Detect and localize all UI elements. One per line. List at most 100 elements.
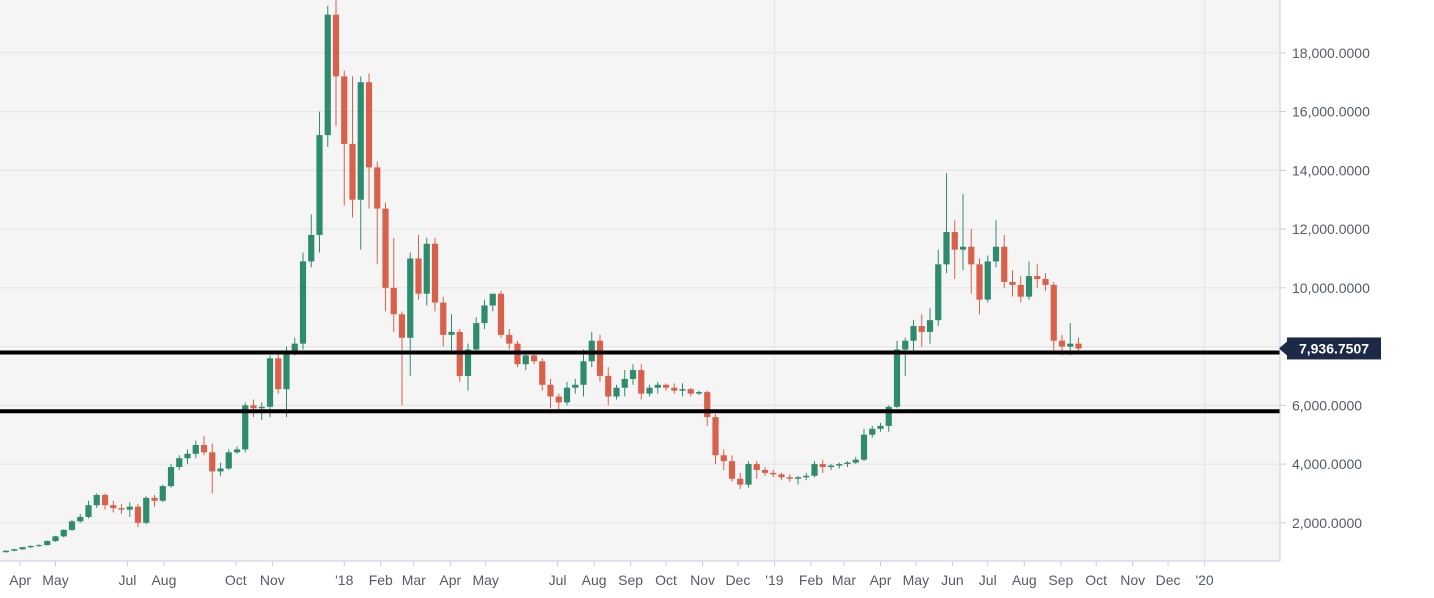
candle: [497, 290, 505, 338]
candle: [2, 550, 10, 553]
candle: [968, 229, 975, 294]
candle: [341, 70, 348, 206]
candle: [308, 214, 315, 268]
candle: [1067, 323, 1074, 356]
candle: [481, 299, 488, 329]
candle: [860, 428, 868, 462]
candle-body: [159, 486, 166, 501]
candle-body: [811, 464, 818, 476]
candle-body: [910, 326, 917, 341]
candle-body: [959, 246, 967, 250]
x-tick-label: May: [42, 572, 68, 588]
x-tick-label: '18: [335, 572, 353, 588]
candle-body: [885, 406, 892, 426]
candle-body: [572, 384, 579, 388]
candle-body: [209, 452, 216, 472]
candle: [786, 474, 793, 482]
candle-body: [415, 258, 422, 294]
candle: [101, 493, 109, 510]
candle-body: [522, 355, 529, 365]
candle: [266, 355, 274, 418]
x-tick-label: May: [472, 572, 498, 588]
candle: [646, 384, 653, 397]
candle-body: [646, 387, 653, 394]
candle-body: [902, 340, 909, 350]
x-tick-label: Dec: [1156, 572, 1181, 588]
candle: [918, 314, 925, 347]
candle: [1025, 261, 1033, 300]
candle: [374, 161, 381, 265]
candle: [489, 293, 496, 312]
candle-body: [621, 378, 628, 388]
candle: [563, 381, 571, 406]
candle: [349, 76, 356, 218]
candle-body: [654, 384, 661, 388]
candle: [407, 252, 414, 376]
candle-body: [382, 208, 389, 288]
candle: [712, 414, 719, 465]
x-tick-label: Mar: [832, 572, 856, 588]
candle: [720, 449, 727, 470]
y-axis-labels: 2,000.00004,000.00006,000.00008,000.0000…: [1292, 45, 1370, 531]
candle-body: [184, 453, 191, 459]
candle-body: [761, 469, 769, 473]
y-tick-label: 16,000.0000: [1292, 104, 1370, 120]
candle: [984, 255, 991, 303]
candle-body: [19, 547, 26, 550]
candle: [324, 5, 331, 147]
x-gridlines: [19, 0, 1206, 566]
candle-body: [803, 475, 810, 478]
candle: [431, 237, 439, 312]
candle: [902, 337, 909, 376]
candle-body: [720, 455, 727, 462]
candle-body: [93, 494, 100, 506]
candle: [662, 383, 670, 391]
candle-body: [291, 343, 298, 353]
candle-body: [737, 478, 744, 485]
candle-body: [365, 82, 373, 168]
candle-body: [844, 462, 851, 465]
candle: [1042, 273, 1049, 291]
candle: [555, 393, 562, 412]
candle-body: [1034, 276, 1041, 280]
candle-body: [555, 396, 562, 403]
candle-body: [951, 232, 958, 250]
y-tick-label: 4,000.0000: [1292, 456, 1362, 472]
candle-body: [134, 506, 142, 523]
candle-body: [11, 549, 18, 551]
candle-body: [233, 449, 241, 453]
candle-body: [976, 264, 983, 300]
candle-body: [126, 506, 133, 510]
candle: [629, 364, 637, 385]
candle: [209, 443, 216, 494]
candle: [794, 475, 802, 485]
candle-body: [613, 387, 620, 397]
candle: [390, 237, 397, 332]
candle: [85, 500, 92, 519]
candle: [613, 384, 620, 400]
candle: [11, 548, 18, 552]
candle-body: [143, 497, 150, 523]
y-tick-label: 10,000.0000: [1292, 280, 1370, 296]
candle-body: [753, 464, 760, 470]
candle-body: [44, 541, 51, 546]
x-tick-label: Oct: [225, 572, 247, 588]
candle-body: [992, 246, 1000, 262]
candle-body: [332, 14, 340, 77]
candle-body: [1067, 343, 1074, 347]
candle-body: [926, 320, 934, 332]
candle-body: [1025, 276, 1033, 297]
candle-body: [695, 392, 703, 394]
candle: [35, 544, 43, 547]
x-tick-label: Apr: [9, 572, 31, 588]
candle: [159, 484, 166, 503]
candle: [68, 519, 76, 532]
candle-body: [943, 232, 950, 265]
candle-body: [349, 143, 356, 200]
candle: [184, 449, 191, 465]
candle-body: [836, 464, 843, 466]
x-tick-label: Feb: [369, 572, 393, 588]
candle: [192, 440, 199, 459]
x-tick-label: Nov: [1120, 572, 1145, 588]
candle: [473, 317, 480, 353]
